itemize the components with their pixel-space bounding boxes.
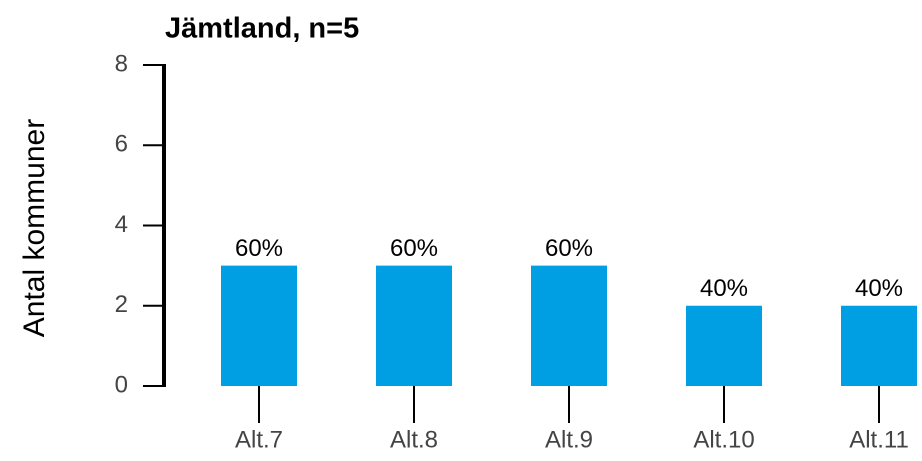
x-tick-label: Alt.8 [390, 426, 438, 453]
bar [841, 305, 917, 386]
x-tick-label: Alt.9 [545, 426, 593, 453]
bar [376, 265, 452, 386]
y-tick-label: 0 [115, 371, 128, 398]
value-label: 60% [390, 235, 438, 262]
value-label: 60% [545, 235, 593, 262]
chart-title: Jämtland, n=5 [165, 13, 359, 45]
x-tick-label: Alt.7 [235, 426, 283, 453]
value-label: 40% [700, 275, 748, 302]
y-tick-label: 6 [115, 131, 128, 158]
value-label: 60% [235, 235, 283, 262]
bar [221, 265, 297, 386]
y-axis-label: Antal kommuner [18, 119, 51, 337]
y-tick-label: 2 [115, 291, 128, 318]
x-tick-label: Alt.11 [849, 426, 909, 453]
x-tick-label: Alt.10 [693, 426, 754, 453]
y-tick-label: 8 [115, 50, 128, 77]
y-tick-label: 4 [115, 211, 128, 238]
value-label: 40% [855, 275, 903, 302]
bar [686, 305, 762, 386]
bar [531, 265, 607, 386]
